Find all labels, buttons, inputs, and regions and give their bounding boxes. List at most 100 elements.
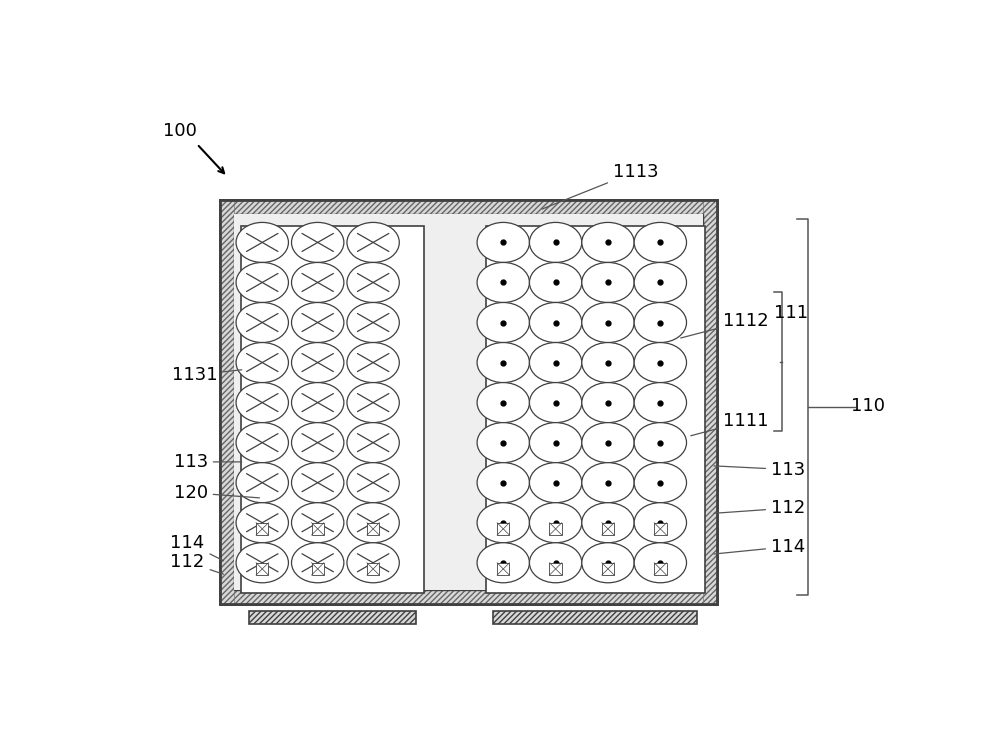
Ellipse shape (292, 503, 344, 542)
Ellipse shape (347, 463, 399, 503)
Ellipse shape (477, 422, 529, 463)
Ellipse shape (529, 463, 582, 503)
Bar (602, 563, 614, 575)
Ellipse shape (292, 223, 344, 262)
Text: 112: 112 (714, 499, 805, 517)
Text: 1112: 1112 (681, 312, 769, 338)
Ellipse shape (477, 302, 529, 343)
Ellipse shape (292, 422, 344, 463)
Text: 1113: 1113 (542, 163, 659, 209)
Bar (549, 563, 562, 575)
Ellipse shape (477, 343, 529, 383)
Bar (703, 200, 717, 604)
Ellipse shape (236, 422, 288, 463)
Text: 114: 114 (170, 534, 224, 561)
Ellipse shape (582, 223, 634, 262)
Ellipse shape (582, 343, 634, 383)
Bar (602, 523, 614, 535)
Bar (312, 563, 324, 575)
Ellipse shape (529, 302, 582, 343)
Ellipse shape (292, 302, 344, 343)
Bar (220, 200, 234, 604)
Bar (220, 200, 717, 214)
Bar (497, 563, 509, 575)
Ellipse shape (477, 262, 529, 302)
Text: 1111: 1111 (691, 412, 769, 436)
Ellipse shape (529, 262, 582, 302)
Ellipse shape (477, 383, 529, 422)
Ellipse shape (529, 223, 582, 262)
Ellipse shape (236, 343, 288, 383)
Ellipse shape (236, 463, 288, 503)
Ellipse shape (582, 422, 634, 463)
Ellipse shape (292, 463, 344, 503)
Ellipse shape (634, 542, 687, 583)
Ellipse shape (582, 463, 634, 503)
Bar (367, 563, 379, 575)
Ellipse shape (292, 542, 344, 583)
Text: 110: 110 (851, 397, 885, 416)
Ellipse shape (582, 302, 634, 343)
Text: 100: 100 (163, 122, 197, 140)
Ellipse shape (347, 383, 399, 422)
Ellipse shape (236, 503, 288, 542)
Bar (234, 214, 703, 590)
Ellipse shape (634, 262, 687, 302)
Text: 113: 113 (174, 453, 242, 471)
Ellipse shape (634, 223, 687, 262)
Bar (256, 563, 268, 575)
Ellipse shape (236, 383, 288, 422)
Bar (241, 226, 424, 593)
Ellipse shape (529, 503, 582, 542)
Ellipse shape (582, 503, 634, 542)
Ellipse shape (634, 422, 687, 463)
Ellipse shape (529, 542, 582, 583)
Ellipse shape (236, 302, 288, 343)
Ellipse shape (347, 422, 399, 463)
Text: 112: 112 (170, 553, 223, 574)
Bar (256, 523, 268, 535)
Ellipse shape (529, 422, 582, 463)
Ellipse shape (347, 343, 399, 383)
Bar (654, 523, 667, 535)
Text: 1131: 1131 (172, 366, 242, 384)
Ellipse shape (582, 262, 634, 302)
Ellipse shape (347, 262, 399, 302)
Ellipse shape (292, 343, 344, 383)
Ellipse shape (477, 503, 529, 542)
Text: 111: 111 (774, 304, 808, 322)
Ellipse shape (634, 383, 687, 422)
Ellipse shape (529, 343, 582, 383)
Ellipse shape (582, 542, 634, 583)
Ellipse shape (347, 503, 399, 542)
Ellipse shape (477, 223, 529, 262)
Ellipse shape (236, 223, 288, 262)
Ellipse shape (634, 503, 687, 542)
Text: 113: 113 (714, 461, 805, 478)
Bar (486, 226, 705, 593)
Bar (493, 610, 697, 624)
Ellipse shape (477, 542, 529, 583)
Bar (654, 563, 667, 575)
Ellipse shape (582, 383, 634, 422)
Bar (549, 523, 562, 535)
Ellipse shape (236, 262, 288, 302)
Ellipse shape (634, 343, 687, 383)
Bar (367, 523, 379, 535)
Ellipse shape (236, 542, 288, 583)
Text: 120: 120 (174, 483, 259, 502)
Ellipse shape (347, 302, 399, 343)
Bar (220, 590, 717, 604)
Ellipse shape (292, 383, 344, 422)
Ellipse shape (634, 302, 687, 343)
Bar (220, 200, 717, 604)
Text: 114: 114 (714, 537, 805, 556)
Bar (497, 523, 509, 535)
Ellipse shape (347, 542, 399, 583)
Ellipse shape (529, 383, 582, 422)
Bar (312, 523, 324, 535)
Bar (220, 200, 717, 604)
Bar (234, 214, 703, 590)
Ellipse shape (634, 463, 687, 503)
Ellipse shape (292, 262, 344, 302)
